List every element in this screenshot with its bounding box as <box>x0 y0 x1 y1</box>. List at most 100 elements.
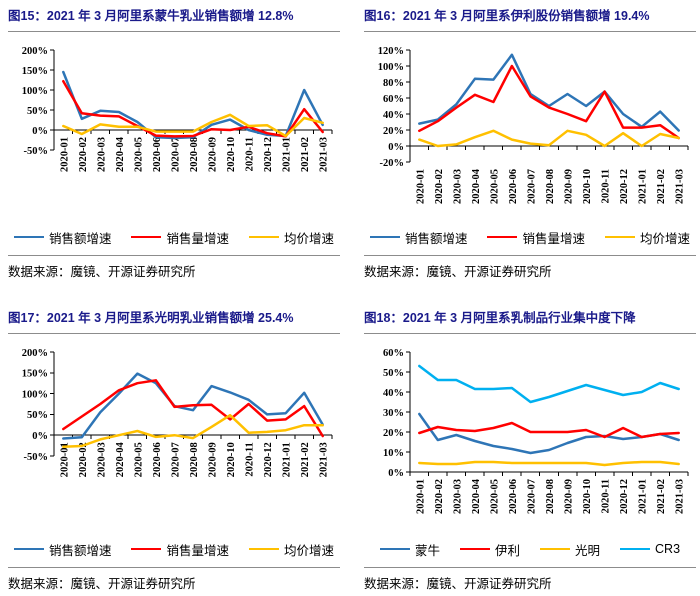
x-axis-tick-label: 2020-03 <box>452 169 463 204</box>
legend-item: 销售额增速 <box>369 228 467 247</box>
x-axis-tick-label: 2020-05 <box>133 137 144 172</box>
x-axis-tick-label: 2020-12 <box>619 479 630 514</box>
legend-label: 均价增速 <box>640 231 691 246</box>
x-axis-tick-label: 2020-01 <box>415 169 426 204</box>
legend-line-swatch <box>459 548 490 551</box>
x-axis-tick-label: 2020-06 <box>508 479 519 514</box>
y-axis-tick-label: 150% <box>22 368 48 379</box>
legend-label: 伊利 <box>494 543 520 558</box>
legend-label: 销售量增速 <box>166 231 229 246</box>
x-axis-tick-label: 2020-11 <box>245 137 256 171</box>
y-axis-tick-label: 60% <box>383 348 404 359</box>
legend-line-swatch <box>131 236 162 239</box>
series-line-销售额增速 <box>62 372 324 440</box>
chart-legend: 销售额增速 销售量增速 均价增速 <box>8 228 340 247</box>
x-axis-tick-label: 2020-02 <box>78 442 89 477</box>
y-axis-tick-label: 0% <box>388 468 404 479</box>
x-axis-tick-label: 2020-02 <box>434 479 445 514</box>
y-axis-tick-label: 150% <box>22 66 48 77</box>
series-line-均价增速 <box>62 113 324 138</box>
x-axis-tick-label: 2021-01 <box>638 169 649 204</box>
x-axis-tick-label: 2020-10 <box>226 442 237 477</box>
y-axis-tick-label: 40% <box>383 388 404 399</box>
y-axis-tick-label: 0% <box>388 142 404 153</box>
legend-item: 销售量增速 <box>131 228 229 247</box>
x-axis-tick-label: 2021-02 <box>300 442 311 477</box>
series-line-销售额增速 <box>418 53 680 132</box>
data-source: 数据来源：魔镜、开源证券研究所 <box>8 254 340 280</box>
x-axis-tick-label: 2020-11 <box>601 169 612 203</box>
y-axis-tick-label: 0% <box>32 431 48 442</box>
y-axis-tick-label: 20% <box>383 428 404 439</box>
x-axis-tick-label: 2020-05 <box>133 442 144 477</box>
legend-line-swatch <box>620 548 651 551</box>
x-axis-tick-label: 2020-04 <box>115 441 126 477</box>
series-line-销售量增速 <box>62 79 324 138</box>
x-axis-tick-label: 2020-02 <box>434 169 445 204</box>
y-axis-tick-label: 50% <box>27 410 48 421</box>
x-axis-tick-label: 2020-12 <box>619 169 630 204</box>
x-axis-tick-label: 2020-10 <box>582 169 593 204</box>
x-axis-tick-label: 2020-05 <box>489 169 500 204</box>
x-axis-tick-label: 2020-01 <box>415 479 426 514</box>
data-source: 数据来源：魔镜、开源证券研究所 <box>8 566 340 592</box>
legend-line-swatch <box>13 236 44 239</box>
legend-label: 销售量增速 <box>522 231 585 246</box>
legend-item: 伊利 <box>459 540 520 559</box>
legend-label: 销售额增速 <box>48 543 112 558</box>
x-axis-tick-label: 2020-12 <box>263 442 274 477</box>
legend-label: 销售额增速 <box>48 231 112 246</box>
legend-line-swatch <box>249 236 279 239</box>
figure-panel-16: 图16：2021 年 3 月阿里系伊利股份销售额增 19.4% 120% 100%… <box>364 6 696 280</box>
x-axis-tick-label: 2021-01 <box>282 442 293 477</box>
series-line-销售额增速 <box>62 70 324 140</box>
legend-line-swatch <box>379 548 410 551</box>
figure-panel-18: 图18：2021 年 3 月阿里系乳制品行业集中度下降 60% 50% 40% 30%… <box>364 308 696 592</box>
x-axis-tick-label: 2020-10 <box>226 137 237 172</box>
x-axis-tick-label: 2020-09 <box>564 169 575 204</box>
legend-line-swatch <box>487 236 518 239</box>
legend-label: 蒙牛 <box>414 543 440 558</box>
y-axis-tick-label: 100% <box>378 62 404 73</box>
chart-legend: 蒙牛 伊利 光明 CR3 <box>364 540 696 559</box>
x-axis-tick-label: 2021-01 <box>282 137 293 172</box>
legend-item: 光明 <box>540 540 600 559</box>
x-axis-tick-label: 2020-08 <box>545 479 556 514</box>
x-axis-tick-label: 2020-11 <box>245 442 256 476</box>
series-line-销售量增速 <box>62 378 324 437</box>
legend-label: CR3 <box>655 542 681 557</box>
y-axis-tick-label: 100% <box>22 389 48 400</box>
y-axis-tick-label: 80% <box>383 78 404 89</box>
x-axis-tick-label: 2020-06 <box>508 169 519 204</box>
x-axis-tick-label: 2020-05 <box>489 479 500 514</box>
x-axis-tick-label: 2020-04 <box>471 168 482 204</box>
legend-item: 销售额增速 <box>13 228 112 247</box>
legend-label: 均价增速 <box>284 543 335 558</box>
y-axis-tick-label: 0% <box>32 126 48 137</box>
y-axis-tick-label: 200% <box>22 348 48 359</box>
legend-item: CR3 <box>620 542 680 556</box>
x-axis-tick-label: 2020-07 <box>526 479 537 514</box>
x-axis-tick-label: 2020-03 <box>96 442 107 477</box>
x-axis-tick-label: 2020-09 <box>208 137 219 172</box>
y-axis-tick-label: 50% <box>383 368 404 379</box>
x-axis-tick-label: 2020-12 <box>263 137 274 172</box>
legend-label: 均价增速 <box>284 231 335 246</box>
legend-item: 均价增速 <box>249 540 334 559</box>
x-axis-tick-label: 2020-09 <box>208 442 219 477</box>
legend-line-swatch <box>131 548 162 551</box>
series-line-销售量增速 <box>418 64 680 140</box>
x-axis-tick-label: 2020-07 <box>170 442 181 477</box>
y-axis-tick-label: -50% <box>24 452 49 463</box>
figure-panel-15: 图15：2021 年 3 月阿里系蒙牛乳业销售额增 12.8% 200% 150%… <box>8 6 340 280</box>
legend-label: 销售量增速 <box>166 543 229 558</box>
line-chart-yili-sales: 120% 100% 80% 60% 40% 20% 0% -20% 2020-01 2020-02… <box>378 46 689 204</box>
y-axis-tick-label: 60% <box>383 94 404 105</box>
legend-item: 销售额增速 <box>13 540 112 559</box>
y-axis-tick-label: 10% <box>383 448 404 459</box>
series-line-均价增速 <box>62 413 324 448</box>
legend-line-swatch <box>369 236 400 239</box>
figure-title: 图18：2021 年 3 月阿里系乳制品行业集中度下降 <box>364 308 696 334</box>
y-axis-tick-label: 200% <box>22 46 48 57</box>
